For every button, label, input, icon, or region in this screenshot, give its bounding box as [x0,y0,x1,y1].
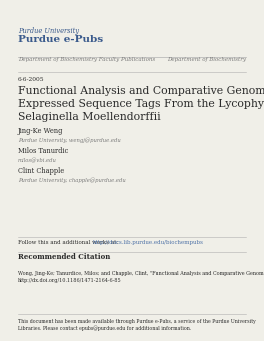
Text: Purdue University, wengj@purdue.edu: Purdue University, wengj@purdue.edu [18,137,121,143]
Text: milos@vbi.edu: milos@vbi.edu [18,158,57,163]
Text: Department of Biochemistry: Department of Biochemistry [167,57,246,62]
Text: Clint Chapple: Clint Chapple [18,167,64,175]
Text: 6-6-2005: 6-6-2005 [18,77,45,82]
Text: Purdue e-Pubs: Purdue e-Pubs [18,35,103,44]
Text: This document has been made available through Purdue e-Pubs, a service of the Pu: This document has been made available th… [18,319,256,331]
Text: Follow this and additional works at:: Follow this and additional works at: [18,240,120,245]
Text: Purdue University: Purdue University [18,27,79,35]
Text: Expressed Sequence Tags From the Lycophyte: Expressed Sequence Tags From the Lycophy… [18,99,264,109]
Text: http://docs.lib.purdue.edu/biochempubs: http://docs.lib.purdue.edu/biochempubs [93,240,204,245]
Text: Purdue University, chapple@purdue.edu: Purdue University, chapple@purdue.edu [18,177,126,183]
Text: Selaginella Moellendorffii: Selaginella Moellendorffii [18,112,161,122]
Text: Recommended Citation: Recommended Citation [18,253,110,261]
Text: Department of Biochemistry Faculty Publications: Department of Biochemistry Faculty Publi… [18,57,155,62]
Text: Jing-Ke Weng: Jing-Ke Weng [18,127,63,135]
Text: Milos Tanurdic: Milos Tanurdic [18,147,68,155]
Text: Wong, Jing-Ke; Tanurdice, Milos; and Chapple, Clint, "Functional Analysis and Co: Wong, Jing-Ke; Tanurdice, Milos; and Cha… [18,271,264,283]
Text: Functional Analysis and Comparative Genomics of: Functional Analysis and Comparative Geno… [18,86,264,96]
